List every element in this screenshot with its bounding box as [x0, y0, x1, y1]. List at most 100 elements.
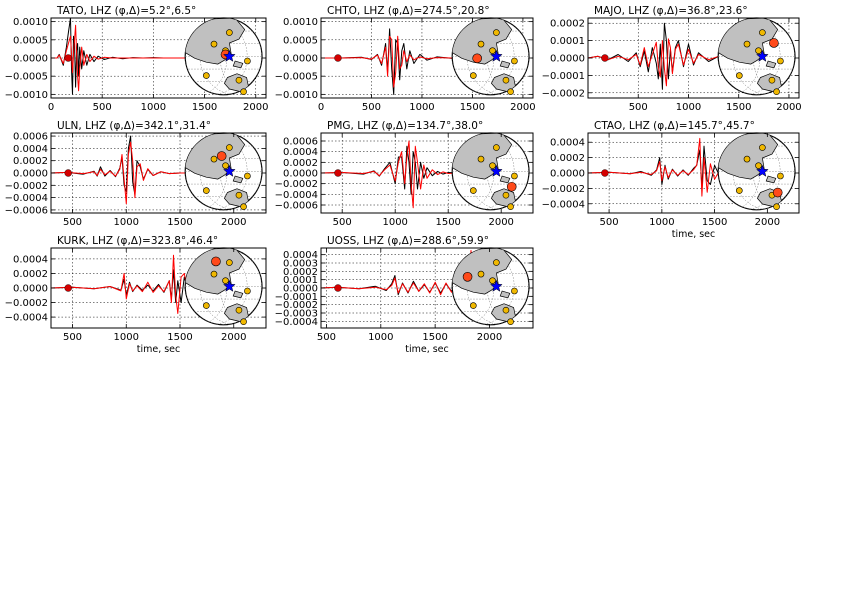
panel-chto-globe-inset [451, 17, 530, 96]
landmass-islands [499, 175, 511, 184]
y-tick-label: −0.0003 [275, 309, 318, 320]
x-tick-label: 1500 [435, 217, 460, 228]
y-tick-label: −0.0005 [275, 72, 318, 83]
x-tick-label: 2000 [221, 217, 246, 228]
panel-majo-globe-inset [717, 17, 796, 96]
epicenter-star [490, 279, 503, 292]
y-tick-label: 0.0004 [550, 138, 585, 149]
landmass-islands [232, 60, 244, 69]
y-tick-label: −0.0002 [275, 300, 318, 311]
other-station-marker [736, 72, 743, 79]
station-marker [462, 271, 473, 282]
other-station-marker [244, 287, 251, 295]
epicenter-star [223, 49, 236, 62]
panel-majo: 500 1000 1500 2000 −0.0002 −0.0001 0.0000 0.000… [542, 5, 802, 113]
x-tick-label: 1000 [114, 217, 139, 228]
other-station-marker [222, 162, 229, 169]
other-station-marker [777, 57, 784, 65]
other-station-marker [222, 277, 229, 284]
other-station-marker [493, 259, 500, 266]
panel-ctao: 500 1000 1500 2000 −0.0004 −0.0002 0.0000 0.000… [542, 120, 800, 240]
x-tick-label: 500 [600, 217, 619, 228]
epicenter-star [223, 164, 236, 177]
y-tick-label: 0.0002 [550, 153, 585, 164]
other-station-marker [210, 40, 218, 48]
other-station-marker [470, 187, 477, 194]
x-tick-label: 500 [63, 332, 82, 343]
y-tick-label: −0.0001 [542, 71, 585, 82]
epicenter-star [223, 279, 236, 292]
other-station-marker [773, 88, 780, 96]
y-tick-label: 0.0002 [13, 156, 48, 167]
y-tick-label: 0.0000 [283, 284, 318, 295]
panel-tato: 0 500 1000 1500 2000 −0.0010 −0.0005 0.0000 0.00… [5, 5, 269, 113]
y-tick-label: 0.0010 [13, 17, 48, 28]
other-station-marker [493, 29, 500, 36]
other-station-marker [511, 172, 518, 180]
station-marker [211, 256, 221, 267]
y-tick-label: 0.0001 [550, 36, 585, 47]
station-marker [472, 53, 482, 64]
y-tick-label: 0.0005 [13, 35, 48, 46]
x-tick-label: 2000 [221, 332, 246, 343]
y-tick-label: 0.0001 [283, 275, 318, 286]
station-marker [216, 151, 227, 161]
other-station-marker [493, 144, 500, 151]
x-tick-label: 1500 [422, 332, 447, 343]
x-tick-label: 500 [93, 102, 112, 113]
panel-title: ULN, LHZ (φ,Δ)=342.1°,31.4° [57, 120, 211, 132]
other-station-marker [777, 172, 784, 180]
other-station-marker [235, 191, 243, 199]
x-tick-label: 1500 [167, 217, 192, 228]
x-axis-label: time, sec [672, 229, 716, 240]
trace-data [51, 18, 205, 95]
panel-title: MAJO, LHZ (φ,Δ)=36.8°,23.6° [594, 5, 748, 17]
x-tick-label: 1000 [141, 102, 166, 113]
landmass-islands [232, 175, 244, 184]
x-tick-label: 500 [333, 217, 352, 228]
x-axis-label: time, sec [405, 344, 449, 355]
panel-kurk: 500 1000 1500 2000 −0.0004 −0.0002 0.0000 0.000… [5, 235, 267, 355]
other-station-marker [755, 162, 762, 169]
x-tick-label: 1500 [192, 102, 217, 113]
epicenter-star [756, 49, 769, 62]
x-tick-label: 1000 [409, 102, 434, 113]
panel-kurk-globe-inset [184, 247, 263, 326]
y-tick-label: 0.0010 [283, 17, 318, 28]
y-tick-label: 0.0006 [13, 132, 48, 143]
x-tick-label: 1500 [167, 332, 192, 343]
y-tick-label: 0.0000 [550, 169, 585, 180]
y-tick-label: −0.0002 [542, 184, 585, 195]
landmass-islands [232, 290, 244, 299]
other-station-marker [240, 88, 247, 96]
epicenter-star [756, 164, 769, 177]
arrival-marker [64, 169, 72, 177]
trace-data [588, 22, 749, 90]
other-station-marker [235, 76, 243, 84]
y-tick-label: 0.0000 [550, 54, 585, 65]
other-station-marker [507, 88, 514, 96]
panel-uln-globe-inset [184, 132, 263, 211]
arrival-marker [334, 169, 342, 177]
panel-title: PMG, LHZ (φ,Δ)=134.7°,38.0° [327, 120, 483, 132]
arrival-marker [334, 284, 342, 292]
y-tick-label: −0.0002 [542, 88, 585, 99]
panel-title: KURK, LHZ (φ,Δ)=323.8°,46.4° [57, 235, 218, 247]
y-tick-label: −0.0010 [5, 90, 48, 101]
landmass-islands [765, 175, 777, 184]
x-tick-label: 0 [48, 102, 54, 113]
station-marker [769, 38, 779, 48]
y-tick-label: −0.0010 [275, 90, 318, 101]
y-tick-label: −0.0004 [542, 199, 585, 210]
x-tick-label: 500 [317, 332, 336, 343]
panel-ctao-globe-inset [717, 132, 796, 211]
other-station-marker [244, 172, 251, 180]
other-station-marker [759, 144, 766, 151]
x-tick-label: 2000 [243, 102, 268, 113]
y-tick-label: 0.0002 [13, 269, 48, 280]
other-station-marker [489, 162, 496, 169]
x-tick-label: 0 [318, 102, 324, 113]
arrival-marker [64, 54, 72, 62]
epicenter-star [490, 49, 503, 62]
other-station-marker [226, 29, 233, 36]
